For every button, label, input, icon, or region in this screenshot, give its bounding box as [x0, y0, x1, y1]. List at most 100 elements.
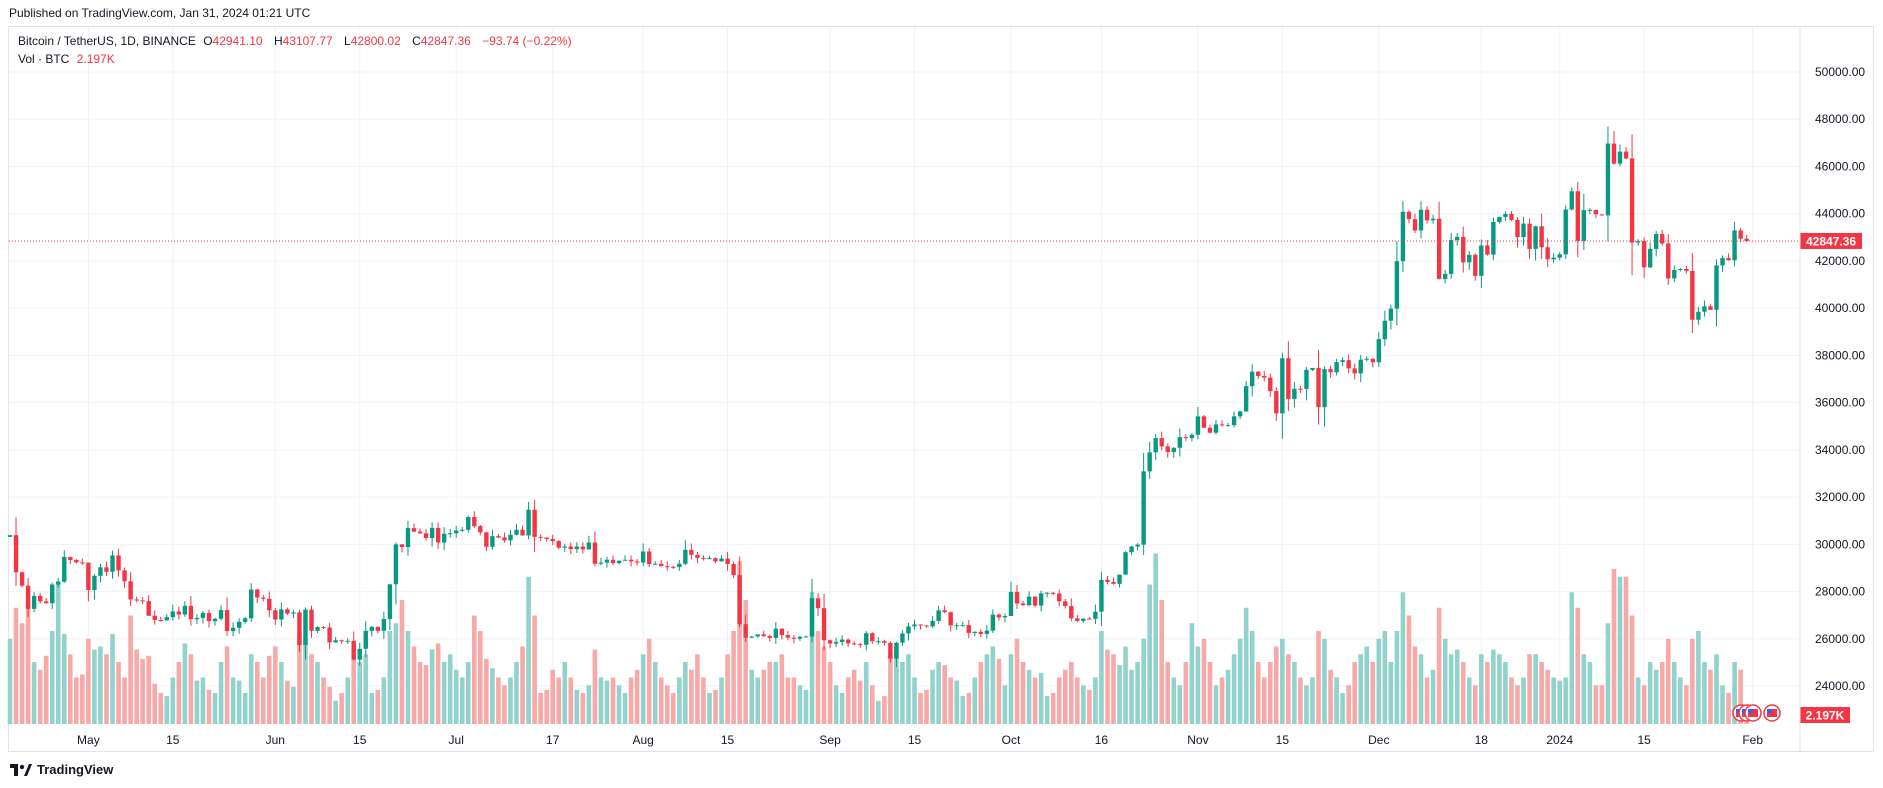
y-tick-label: 32000.00: [1815, 490, 1865, 504]
volume-bar: [713, 689, 718, 724]
volume-bar: [640, 654, 646, 724]
volume-bar: [954, 680, 960, 724]
volume-bar: [1008, 654, 1014, 724]
volume-bar: [1460, 662, 1466, 724]
open-value: 42941.10: [212, 34, 263, 48]
volume-bar: [1466, 677, 1472, 724]
candle-body: [773, 628, 779, 638]
candle-body: [598, 562, 604, 564]
candle-body: [520, 529, 525, 536]
candle-body: [1617, 151, 1623, 164]
candle-body: [701, 557, 706, 559]
volume-bar: [1412, 646, 1418, 724]
volume-bar: [61, 634, 67, 724]
candle-body: [423, 533, 429, 539]
volume-bar: [556, 677, 562, 724]
low-label: L: [344, 34, 351, 48]
candle-body: [1249, 371, 1255, 387]
volume-bar: [1448, 654, 1454, 724]
volume-bar: [158, 693, 164, 724]
volume-bar: [104, 654, 109, 724]
volume-bar: [1738, 669, 1743, 724]
volume-value: 2.197K: [76, 52, 115, 66]
last-volume-badge: [1800, 707, 1850, 723]
candle-body: [1243, 386, 1249, 412]
candle-body: [43, 601, 49, 604]
candle-body: [267, 598, 272, 611]
volume-bar: [1497, 654, 1502, 724]
candle-body: [821, 608, 827, 641]
candle-body: [164, 617, 169, 621]
candle-body: [815, 598, 821, 609]
volume-bar: [1641, 685, 1647, 724]
candle-body: [381, 619, 387, 631]
candle-body: [1262, 375, 1267, 378]
economic-event-flag-icon[interactable]: [1763, 704, 1781, 722]
candle-body: [1334, 362, 1339, 373]
tradingview-logo[interactable]: TradingView: [10, 762, 113, 777]
volume-bar: [598, 677, 604, 724]
candle-body: [556, 541, 561, 548]
candle-body: [689, 549, 694, 555]
volume-label[interactable]: Vol · BTC: [18, 52, 70, 66]
volume-bar: [1316, 631, 1321, 724]
candle-body: [212, 618, 218, 622]
volume-bar: [194, 680, 200, 724]
volume-bar: [1515, 685, 1520, 724]
candle-body: [870, 633, 875, 642]
volume-bar: [1659, 662, 1665, 724]
candle-body: [713, 558, 718, 562]
candle-body: [333, 640, 338, 643]
chart-pane[interactable]: [8, 26, 1874, 752]
volume-bar: [291, 686, 296, 724]
volume-bar: [1569, 592, 1575, 724]
volume-bar: [1720, 685, 1725, 724]
volume-bar: [1671, 662, 1677, 724]
volume-bar: [74, 677, 79, 724]
candle-body: [683, 549, 688, 564]
volume-bar: [1195, 646, 1201, 724]
candle-body: [1298, 388, 1303, 390]
candle-body: [1467, 254, 1472, 263]
volume-bar: [888, 654, 893, 724]
candle-body: [1195, 416, 1201, 435]
volume-bar: [1503, 662, 1508, 724]
candle-body: [954, 625, 959, 627]
volume-bar: [309, 654, 314, 724]
candle-body: [839, 639, 845, 642]
volume-bar: [496, 677, 501, 724]
candle-body: [1310, 367, 1315, 370]
volume-bar: [1346, 685, 1351, 724]
volume-bar: [92, 649, 97, 724]
volume-bar: [1557, 680, 1563, 724]
candle-body: [1177, 437, 1183, 448]
volume-bar: [1352, 662, 1357, 724]
volume-bar: [375, 689, 381, 724]
volume-bar: [532, 615, 537, 724]
y-tick-label: 36000.00: [1815, 396, 1865, 410]
candle-body: [279, 609, 284, 620]
low-value: 42800.02: [350, 34, 401, 48]
candle-body: [399, 544, 405, 547]
candle-body: [797, 636, 803, 639]
candle-body: [387, 584, 393, 620]
volume-bar: [1231, 654, 1237, 724]
economic-event-flag-icon[interactable]: [1744, 704, 1762, 722]
volume-bar: [369, 693, 375, 724]
volume-bar: [315, 662, 320, 724]
candle-body: [719, 558, 724, 562]
volume-bar: [86, 638, 91, 724]
candle-body: [291, 612, 296, 614]
volume-bar: [122, 677, 127, 724]
last-volume-label: 2.197K: [1806, 709, 1845, 723]
candle-body: [888, 642, 893, 659]
candle-body: [996, 614, 1002, 618]
symbol-title[interactable]: Bitcoin / TetherUS, 1D, BINANCE: [18, 34, 196, 48]
candle-body: [441, 533, 447, 543]
volume-bar: [49, 631, 55, 724]
volume-bar: [1454, 649, 1460, 724]
candle-body: [315, 627, 320, 631]
candle-body: [1183, 437, 1189, 439]
last-price-badge: [1800, 232, 1862, 249]
